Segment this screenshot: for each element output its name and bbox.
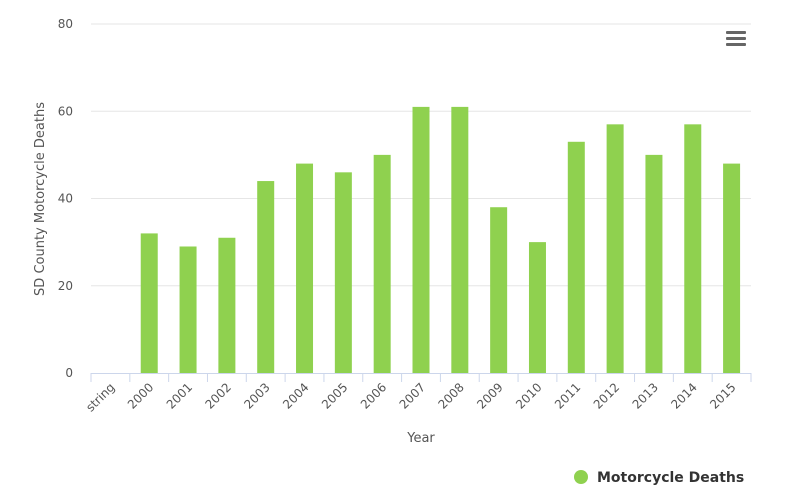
y-axis-title: SD County Motorcycle Deaths [33, 102, 48, 296]
y-tick-label: 80 [58, 17, 73, 31]
x-tick-label: 2014 [668, 380, 699, 411]
x-tick-label: 2007 [397, 380, 428, 411]
y-tick-label: 40 [58, 192, 73, 206]
bar-2007[interactable] [412, 106, 430, 373]
x-tick-label: 2004 [280, 380, 311, 411]
bar-2005[interactable] [334, 172, 352, 373]
bar-2013[interactable] [645, 154, 663, 373]
x-tick-label: 2005 [319, 380, 350, 411]
legend-label[interactable]: Motorcycle Deaths [597, 470, 744, 486]
x-tick-label: 2009 [474, 380, 505, 411]
bar-2009[interactable] [490, 207, 508, 373]
bar-2012[interactable] [606, 124, 624, 374]
x-tick-label: 2000 [125, 380, 156, 411]
x-tick-label: 2012 [591, 380, 622, 411]
hamburger-menu-icon[interactable] [720, 26, 752, 54]
x-tick-label: 2011 [552, 380, 583, 411]
bar-2010[interactable] [528, 242, 546, 373]
bar-2006[interactable] [373, 154, 391, 373]
x-tick-label: 2010 [513, 380, 544, 411]
bar-2002[interactable] [218, 237, 236, 373]
legend[interactable]: Motorcycle Deaths [574, 470, 744, 486]
bar-2000[interactable] [140, 233, 158, 373]
bar-2014[interactable] [684, 124, 702, 374]
bar-2004[interactable] [296, 163, 314, 373]
x-tick-label: 2002 [203, 380, 234, 411]
bar-2015[interactable] [723, 163, 741, 373]
x-tick-label: 2003 [241, 380, 272, 411]
x-tick-label: string [83, 380, 117, 414]
y-tick-label: 20 [58, 279, 73, 293]
y-tick-label: 0 [65, 366, 73, 380]
bar-2001[interactable] [179, 246, 197, 373]
x-tick-label: 2006 [358, 380, 389, 411]
x-tick-label: 2001 [164, 380, 195, 411]
y-tick-label: 60 [58, 104, 73, 118]
x-axis-title: Year [406, 431, 435, 446]
legend-marker [574, 470, 588, 484]
x-tick-label: 2013 [630, 380, 661, 411]
x-tick-label: 2008 [435, 380, 466, 411]
bar-2003[interactable] [257, 181, 275, 373]
x-axis-ticks: string 2000 2001 2002 2003 2004 2005 2006 2007 20… [83, 380, 738, 414]
x-tick-label: 2015 [707, 380, 738, 411]
y-axis-ticks: 0 20 40 60 80 [58, 17, 73, 380]
bar-2011[interactable] [567, 141, 585, 373]
bar-series[interactable] [140, 106, 741, 374]
x-axis [90, 373, 752, 382]
bar-2008[interactable] [451, 106, 469, 373]
